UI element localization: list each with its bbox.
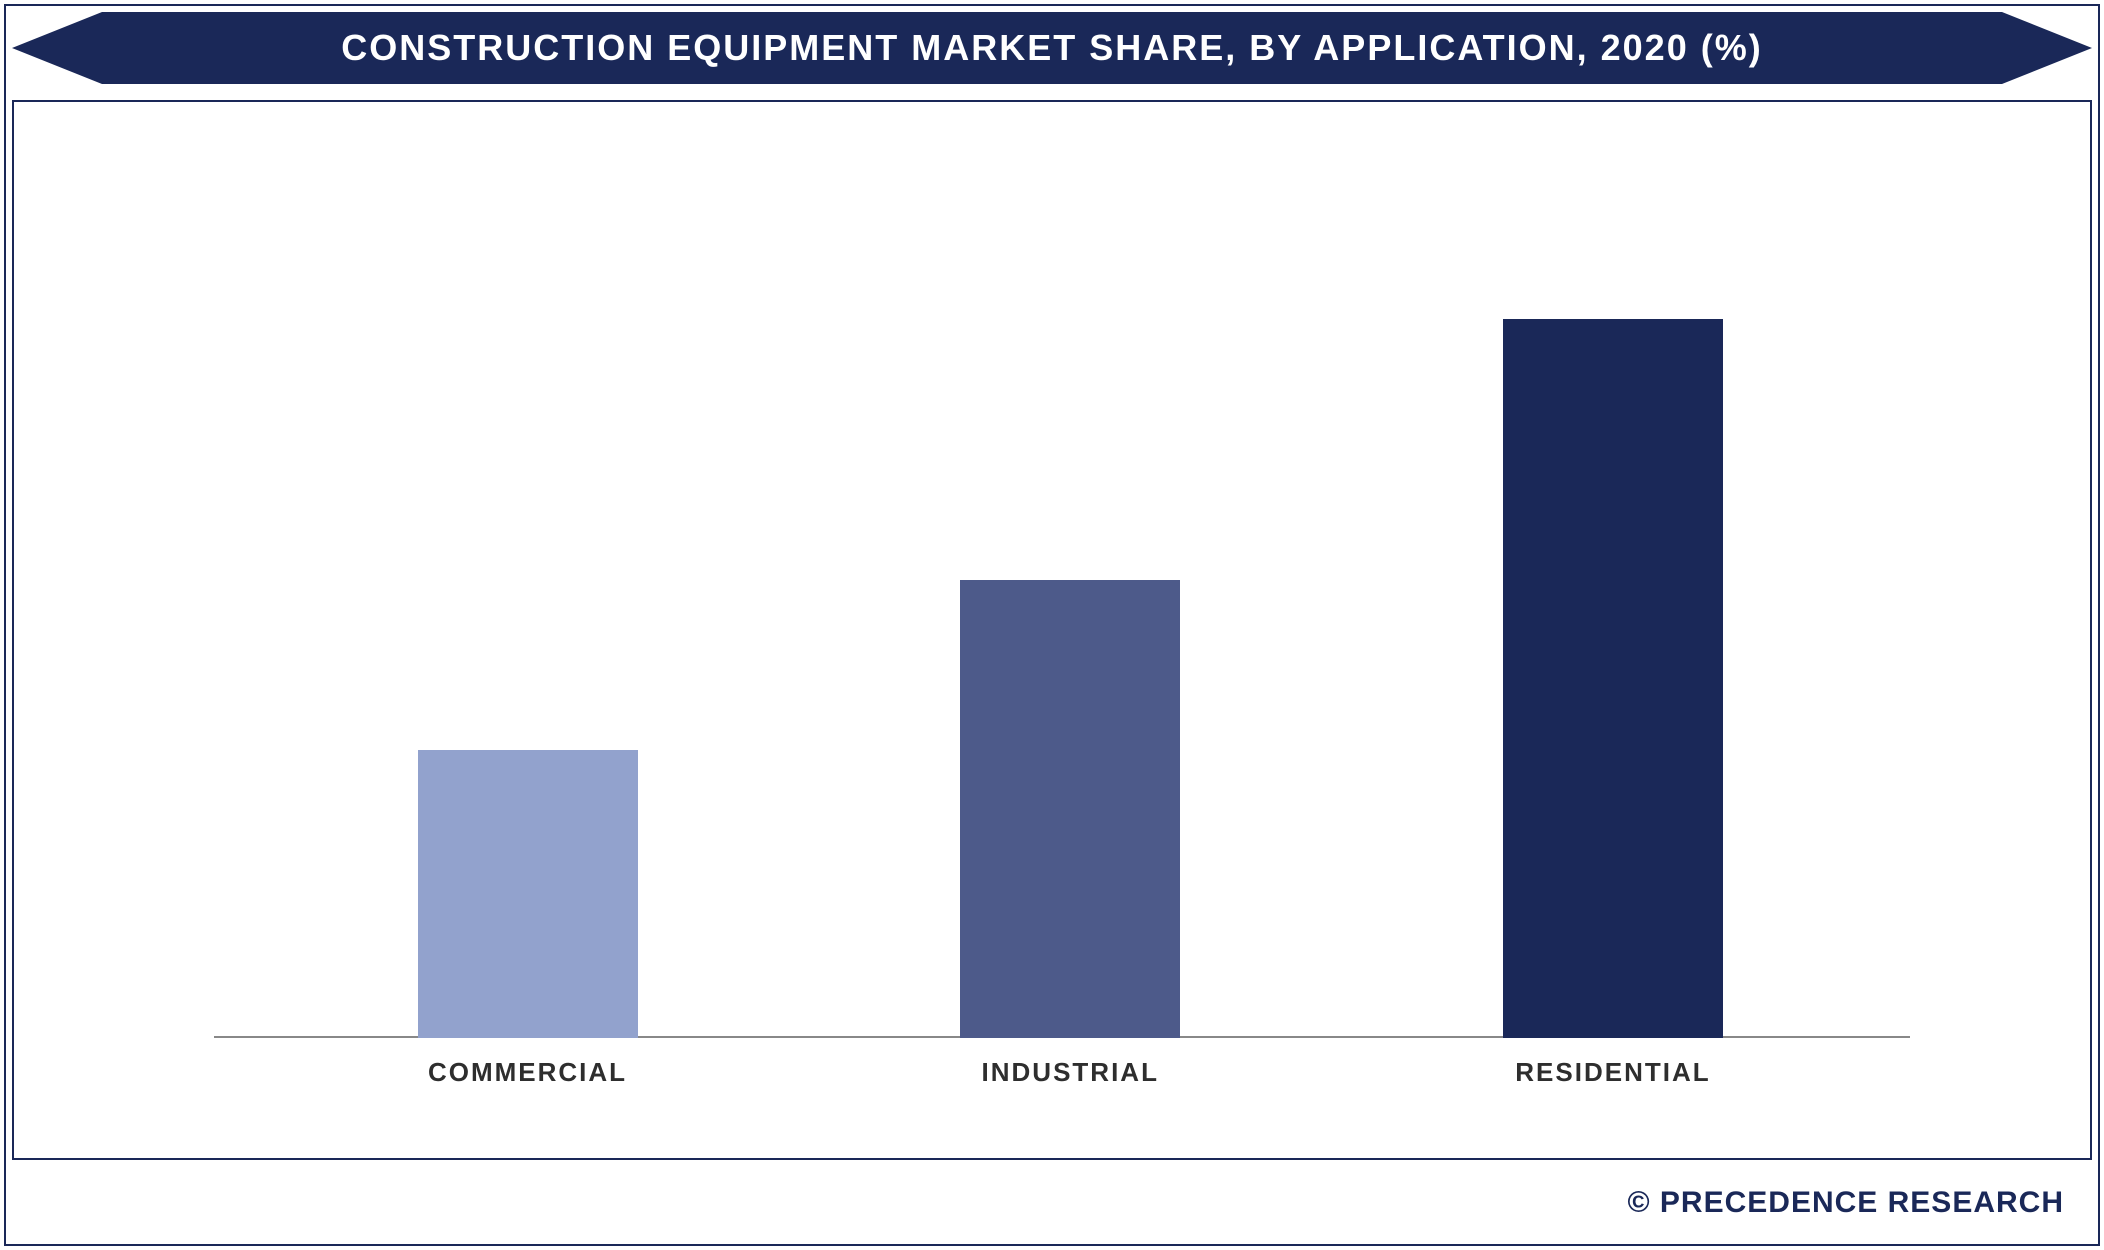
bar-residential bbox=[1503, 319, 1723, 1038]
chart-container: COMMERCIAL INDUSTRIAL RESIDENTIAL bbox=[12, 100, 2092, 1160]
bar-industrial bbox=[960, 580, 1180, 1038]
title-bar: CONSTRUCTION EQUIPMENT MARKET SHARE, BY … bbox=[12, 12, 2092, 84]
chart-plot-area: COMMERCIAL INDUSTRIAL RESIDENTIAL bbox=[214, 182, 1910, 1038]
bar-commercial bbox=[418, 750, 638, 1038]
corner-decoration-left bbox=[12, 12, 102, 84]
bar-label-industrial: INDUSTRIAL bbox=[920, 1057, 1220, 1088]
chart-title: CONSTRUCTION EQUIPMENT MARKET SHARE, BY … bbox=[341, 27, 1762, 69]
attribution-text: © PRECEDENCE RESEARCH bbox=[1627, 1186, 2064, 1220]
bar-label-residential: RESIDENTIAL bbox=[1463, 1057, 1763, 1088]
bar-label-commercial: COMMERCIAL bbox=[378, 1057, 678, 1088]
corner-decoration-right bbox=[2002, 12, 2092, 84]
